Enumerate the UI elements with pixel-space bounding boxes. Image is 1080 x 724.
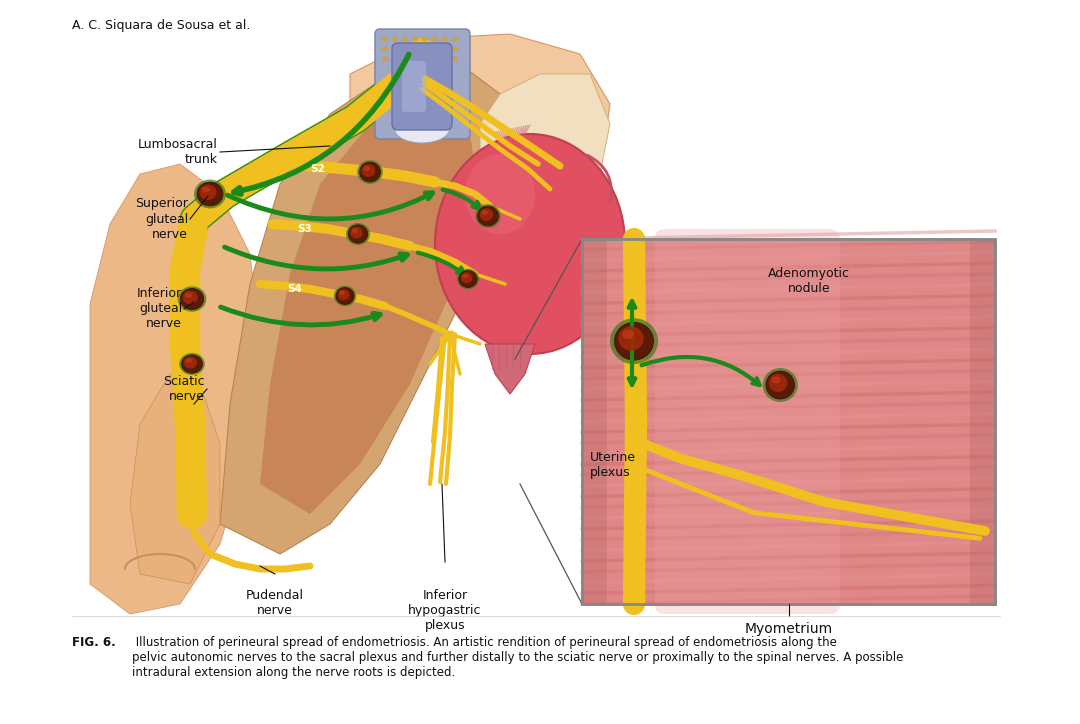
Text: Inferior
gluteal
nerve: Inferior gluteal nerve	[137, 287, 183, 330]
FancyBboxPatch shape	[970, 239, 995, 604]
Ellipse shape	[771, 376, 780, 384]
Ellipse shape	[185, 292, 192, 298]
Text: S3: S3	[298, 224, 312, 234]
Ellipse shape	[184, 357, 198, 369]
Ellipse shape	[180, 288, 204, 309]
Polygon shape	[130, 374, 220, 584]
Polygon shape	[90, 164, 260, 614]
Ellipse shape	[769, 374, 787, 392]
Ellipse shape	[179, 353, 205, 375]
Text: Sciatic
nerve: Sciatic nerve	[163, 375, 205, 403]
Polygon shape	[220, 64, 510, 554]
Ellipse shape	[338, 290, 350, 300]
Ellipse shape	[610, 319, 658, 364]
Ellipse shape	[352, 229, 357, 233]
Ellipse shape	[615, 322, 653, 360]
Ellipse shape	[451, 46, 459, 51]
Ellipse shape	[457, 269, 480, 289]
Ellipse shape	[200, 185, 216, 200]
Ellipse shape	[402, 46, 408, 51]
Ellipse shape	[480, 209, 494, 221]
Ellipse shape	[346, 223, 370, 245]
Polygon shape	[485, 344, 535, 394]
Ellipse shape	[402, 56, 408, 62]
FancyBboxPatch shape	[392, 43, 453, 130]
Ellipse shape	[442, 46, 448, 51]
Text: Lumbosacral
trunk: Lumbosacral trunk	[138, 138, 218, 166]
FancyBboxPatch shape	[402, 61, 426, 112]
Polygon shape	[480, 74, 610, 224]
Ellipse shape	[381, 56, 389, 62]
Text: Uterine
plexus: Uterine plexus	[590, 451, 636, 479]
Ellipse shape	[465, 154, 535, 234]
Polygon shape	[260, 104, 480, 514]
Ellipse shape	[402, 36, 408, 41]
Ellipse shape	[348, 225, 368, 243]
Ellipse shape	[461, 272, 473, 283]
Ellipse shape	[381, 46, 389, 51]
Ellipse shape	[432, 56, 438, 62]
Ellipse shape	[475, 204, 501, 228]
Ellipse shape	[442, 56, 448, 62]
Ellipse shape	[432, 46, 438, 51]
Text: Pudendal
nerve: Pudendal nerve	[246, 589, 303, 617]
Text: S4: S4	[287, 284, 302, 294]
Ellipse shape	[411, 36, 419, 41]
FancyBboxPatch shape	[582, 239, 995, 604]
Ellipse shape	[334, 286, 356, 306]
Ellipse shape	[336, 287, 354, 304]
Ellipse shape	[421, 36, 429, 41]
Ellipse shape	[381, 36, 389, 41]
Ellipse shape	[462, 274, 468, 278]
Polygon shape	[350, 34, 610, 244]
Ellipse shape	[421, 56, 429, 62]
Ellipse shape	[411, 46, 419, 51]
Ellipse shape	[177, 286, 206, 312]
Ellipse shape	[411, 56, 419, 62]
Ellipse shape	[618, 327, 644, 350]
Text: Illustration of perineural spread of endometriosis. An artistic rendition of per: Illustration of perineural spread of end…	[132, 636, 903, 679]
Ellipse shape	[186, 358, 192, 363]
Ellipse shape	[451, 56, 459, 62]
Ellipse shape	[194, 180, 226, 209]
Ellipse shape	[442, 36, 448, 41]
Text: FIG. 6.: FIG. 6.	[72, 636, 116, 649]
FancyBboxPatch shape	[582, 239, 607, 604]
Ellipse shape	[391, 46, 399, 51]
Text: Superior
gluteal
nerve: Superior gluteal nerve	[135, 198, 188, 240]
Ellipse shape	[482, 210, 488, 215]
Ellipse shape	[357, 160, 382, 184]
FancyBboxPatch shape	[375, 29, 470, 139]
Ellipse shape	[459, 271, 477, 287]
Ellipse shape	[435, 134, 625, 354]
Ellipse shape	[350, 227, 363, 238]
Ellipse shape	[181, 355, 202, 373]
Text: A. C. Siquara de Sousa et al.: A. C. Siquara de Sousa et al.	[72, 19, 251, 32]
Text: Myometrium: Myometrium	[744, 622, 833, 636]
Ellipse shape	[432, 36, 438, 41]
Ellipse shape	[477, 206, 498, 226]
Ellipse shape	[391, 36, 399, 41]
Ellipse shape	[451, 36, 459, 41]
Text: Inferior
hypogastric
plexus: Inferior hypogastric plexus	[408, 589, 482, 632]
Ellipse shape	[339, 291, 345, 295]
Text: Adenomyotic
nodule: Adenomyotic nodule	[768, 267, 850, 295]
Ellipse shape	[622, 329, 634, 339]
Ellipse shape	[762, 368, 798, 402]
Ellipse shape	[394, 115, 449, 143]
Ellipse shape	[421, 46, 429, 51]
Ellipse shape	[766, 371, 795, 399]
Ellipse shape	[202, 187, 210, 193]
Ellipse shape	[183, 291, 198, 304]
Ellipse shape	[360, 162, 380, 182]
Text: S2: S2	[311, 164, 325, 174]
FancyBboxPatch shape	[654, 229, 840, 614]
Ellipse shape	[362, 164, 375, 177]
Ellipse shape	[364, 166, 370, 171]
Ellipse shape	[391, 56, 399, 62]
Ellipse shape	[197, 182, 222, 206]
